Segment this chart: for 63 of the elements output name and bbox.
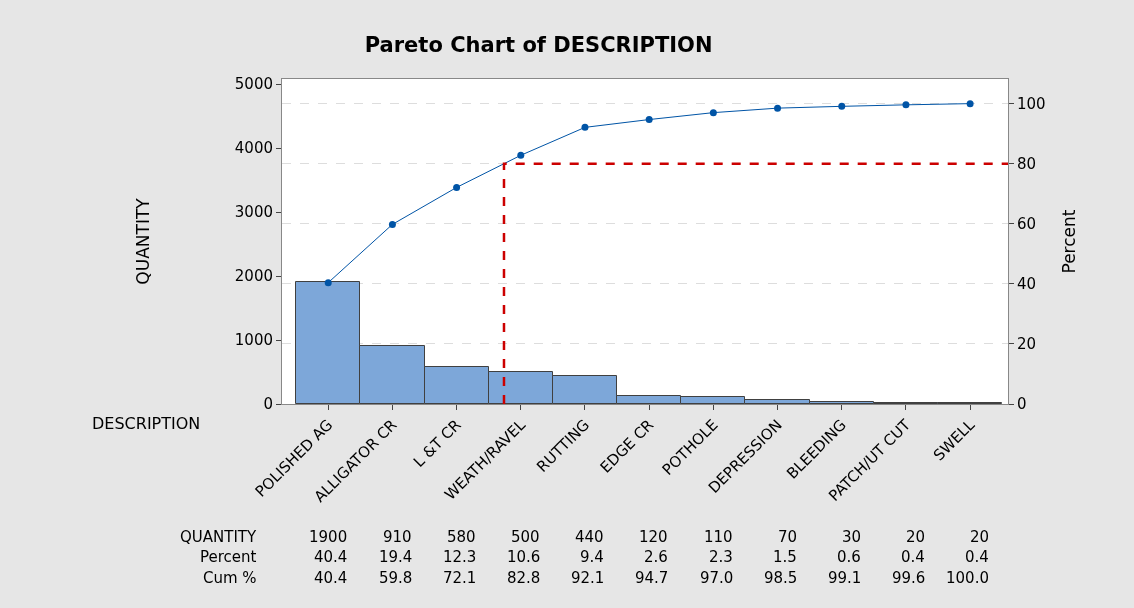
text: 19.4 <box>379 548 413 566</box>
point <box>324 279 332 287</box>
data-label: 20 <box>970 528 990 546</box>
data-label: 100.0 <box>946 569 989 587</box>
data-label: 98.5 <box>764 569 798 587</box>
text: Percent <box>200 548 257 566</box>
text: Cum % <box>203 569 257 587</box>
y2-axis-title: Percent <box>1059 209 1080 274</box>
point <box>645 116 653 124</box>
point <box>388 220 396 228</box>
text: QUANTITY <box>180 528 258 546</box>
data-label: 110 <box>704 528 733 546</box>
text: 2.6 <box>644 548 668 566</box>
data-label: 99.6 <box>892 569 926 587</box>
y-axis-title: QUANTITY <box>133 197 154 285</box>
x-axis-title: DESCRIPTION <box>92 414 201 433</box>
y2-tick-label: 0 <box>1017 395 1027 414</box>
text: 12.3 <box>443 548 477 566</box>
data-label: 72.1 <box>443 569 477 587</box>
data-label: 92.1 <box>571 569 605 587</box>
text: 1.5 <box>773 548 797 566</box>
data-label: 94.7 <box>635 569 669 587</box>
y2-tick-label: 60 <box>1017 215 1037 234</box>
y-tick-label: 2000 <box>234 267 273 286</box>
point <box>581 123 589 131</box>
point <box>517 151 525 159</box>
text: 10.6 <box>507 548 541 566</box>
data-label: 1900 <box>309 528 348 546</box>
data-label: 20 <box>906 528 926 546</box>
data-label: 40.4 <box>314 569 348 587</box>
y-tick-label: 3000 <box>234 203 273 222</box>
data-label: 30 <box>842 528 862 546</box>
point <box>902 101 910 109</box>
data-label: 120 <box>639 528 668 546</box>
point <box>966 100 974 108</box>
data-label: 910 <box>383 528 412 546</box>
y2-tick-label: 100 <box>1017 94 1046 113</box>
text: 0.4 <box>965 548 989 566</box>
text: 9.4 <box>580 548 604 566</box>
text: 0.6 <box>837 548 861 566</box>
y-tick-label: 4000 <box>234 139 273 158</box>
y2-tick-label: 20 <box>1017 335 1037 354</box>
data-label: 70 <box>778 528 798 546</box>
point <box>709 109 717 117</box>
point <box>774 104 782 112</box>
y-tick-label: 1000 <box>234 331 273 350</box>
chart-title: Pareto Chart of DESCRIPTION <box>364 33 713 58</box>
y2-tick-label: 80 <box>1017 154 1037 173</box>
data-label: 82.8 <box>507 569 541 587</box>
point <box>453 183 461 191</box>
text: 2.3 <box>709 548 733 566</box>
text: 40.4 <box>314 548 348 566</box>
data-label: 97.0 <box>700 569 734 587</box>
y-tick-label: 0 <box>263 395 273 414</box>
data-label: 99.1 <box>828 569 862 587</box>
y2-tick-label: 40 <box>1017 275 1037 294</box>
y-tick-label: 5000 <box>234 75 273 94</box>
data-label: 59.8 <box>379 569 413 587</box>
data-label: 580 <box>447 528 476 546</box>
data-label: 500 <box>511 528 540 546</box>
text: 0.4 <box>901 548 925 566</box>
data-label: 440 <box>575 528 604 546</box>
point <box>838 102 846 110</box>
